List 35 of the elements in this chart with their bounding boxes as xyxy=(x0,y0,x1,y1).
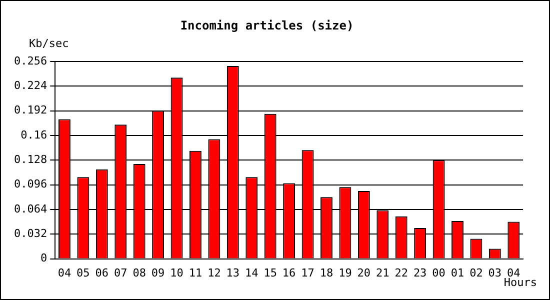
x-tick-label: 16 xyxy=(282,266,296,280)
x-tick-label: 06 xyxy=(95,266,109,280)
x-tick-label: 15 xyxy=(264,266,277,280)
y-tick-label: 0.192 xyxy=(14,104,48,117)
x-tick-label: 22 xyxy=(394,266,408,280)
x-tick-label: 09 xyxy=(151,266,165,280)
x-tick-label: 01 xyxy=(450,266,464,280)
x-tick-label: 07 xyxy=(114,266,128,280)
x-tick-label: 20 xyxy=(357,266,371,280)
x-tick-label: 17 xyxy=(301,266,314,280)
x-tick-label: 11 xyxy=(188,266,202,280)
y-tick-label: 0.128 xyxy=(14,152,48,166)
x-tick-label: 14 xyxy=(245,266,259,280)
y-tick-label: 0.224 xyxy=(14,78,48,92)
y-tick-label: 0 xyxy=(40,252,48,265)
y-tick-label: 0.096 xyxy=(14,178,48,191)
x-tick-label: 10 xyxy=(170,266,184,280)
y-tick-label: 0.064 xyxy=(14,202,48,216)
y-tick-label: 0.16 xyxy=(20,128,48,142)
x-tick-label: 13 xyxy=(226,266,240,280)
x-tick-label: 05 xyxy=(76,266,90,280)
chart-title: Incoming articles (size) xyxy=(180,18,354,32)
x-tick-label: 19 xyxy=(338,266,352,280)
y-tick-label: 0.032 xyxy=(14,226,48,240)
x-tick-label: 03 xyxy=(488,266,502,280)
y-axis-title: Kb/sec xyxy=(29,36,69,50)
x-tick-label: 00 xyxy=(432,266,446,280)
x-tick-label: 21 xyxy=(376,266,390,280)
y-tick-label: 0.256 xyxy=(14,54,48,68)
x-tick-label: 04 xyxy=(58,266,72,280)
x-tick-label: 18 xyxy=(320,266,334,280)
x-tick-label: 02 xyxy=(470,266,483,280)
x-tick-label: 12 xyxy=(208,266,221,280)
x-tick-label: 08 xyxy=(132,266,146,280)
x-tick-label: 23 xyxy=(413,266,427,280)
